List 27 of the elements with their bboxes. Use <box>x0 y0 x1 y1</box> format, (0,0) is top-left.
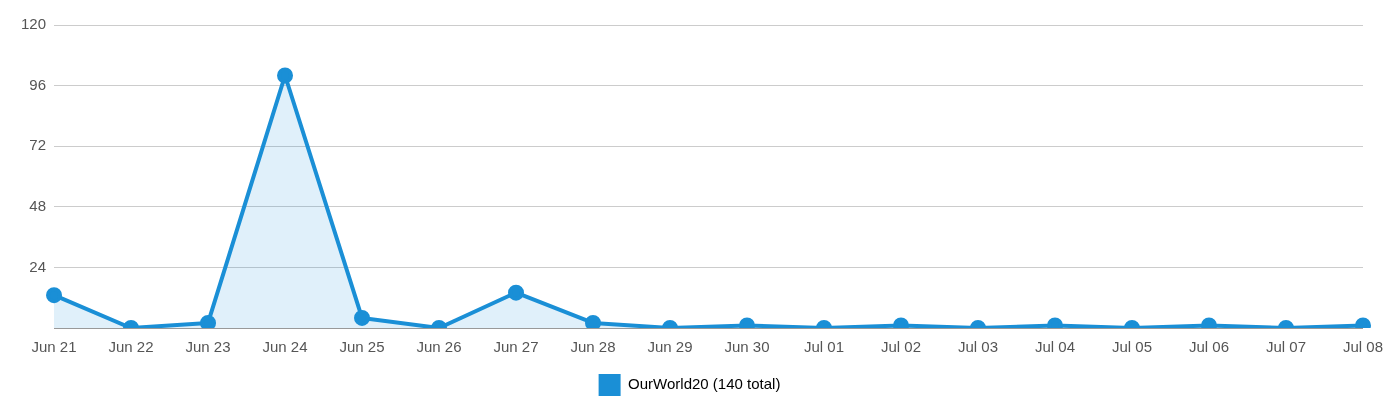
y-tick-label: 72 <box>29 136 47 154</box>
x-tick-label: Jul 05 <box>1111 338 1153 356</box>
point <box>277 67 294 84</box>
x-tick-label: Jun 24 <box>262 338 308 356</box>
legend-label: OurWorld20 (140 total) <box>628 375 781 393</box>
x-tick-label: Jul 07 <box>1265 338 1306 356</box>
x-tick-label: Jul 06 <box>1188 338 1230 356</box>
x-tick-label: Jul 03 <box>957 338 999 356</box>
y-tick-label: 48 <box>29 196 47 214</box>
x-tick-label: Jun 26 <box>416 338 462 356</box>
x-tick-label: Jun 29 <box>647 338 693 356</box>
x-tick-label: Jul 01 <box>803 338 845 356</box>
x-tick-label: Jul 02 <box>880 338 922 356</box>
point <box>200 314 217 328</box>
x-tick-label: Jun 25 <box>339 338 385 356</box>
x-tick-label: Jun 30 <box>724 338 770 356</box>
y-tick-label: 120 <box>21 15 47 33</box>
point <box>585 314 602 328</box>
y-tick-label: 24 <box>29 257 47 275</box>
x-tick-label: Jun 21 <box>31 338 77 356</box>
x-tick-label: Jun 23 <box>185 338 231 356</box>
x-tick-label: Jun 27 <box>493 338 539 356</box>
y-tick-label: 96 <box>29 75 47 93</box>
x-tick-label: Jul 08 <box>1342 338 1383 356</box>
x-tick-label: Jun 28 <box>570 338 616 356</box>
x-tick-label: Jul 04 <box>1034 338 1076 356</box>
x-tick-label: Jun 22 <box>108 338 154 356</box>
